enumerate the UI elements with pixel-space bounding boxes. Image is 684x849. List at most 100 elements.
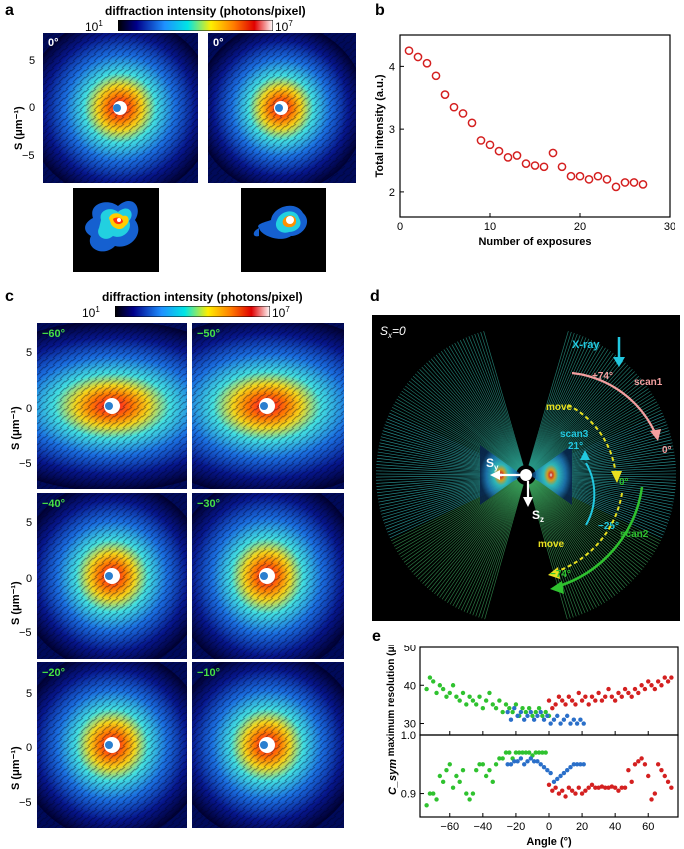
chart-e-bottom-ylabel: C_sym (387, 759, 399, 795)
chart-e-top-scan2-point-22 (497, 698, 502, 703)
chart-e-top-scan1-point-36 (665, 679, 671, 684)
ray-line-209 (430, 358, 520, 468)
chart-b-xtick-0: 0 (397, 221, 403, 233)
chart-e-bottom-scan3-point-11 (541, 765, 547, 770)
chart-e-top-scan1-point-9 (576, 690, 581, 696)
ray-line-202 (532, 364, 629, 468)
chart-e-bottom-scan2-point-19 (487, 767, 492, 773)
chart-e-top-scan2-point-9 (454, 694, 459, 699)
chart-e-top-scan2-point-13 (467, 694, 472, 699)
diffraction-pattern-a1: 0° (43, 33, 198, 183)
chart-e-bottom-xtick-5: 40 (609, 821, 621, 833)
chart-e-bottom-scan2-point-9 (454, 773, 459, 779)
ray-line-56 (533, 481, 641, 573)
chart-e-top-scan2-point-17 (480, 706, 486, 711)
chart-e-top-scan1-point-26 (632, 686, 638, 692)
scan2-label: scan2 (620, 529, 649, 540)
ray-line-52 (533, 481, 637, 578)
ray-line-1 (484, 484, 524, 620)
chart-e-top-scan3-point-18 (564, 713, 570, 719)
chart-e-bottom-scan1-point-32 (652, 791, 658, 796)
ray-line-247 (483, 331, 524, 466)
ray-line-232 (529, 338, 590, 467)
ray-line-34 (531, 482, 616, 596)
xray-arrowhead (613, 357, 625, 367)
chart-e-bottom-scan3-point-1 (508, 762, 514, 767)
ray-line-222 (530, 345, 604, 467)
ray-line-40 (532, 482, 623, 591)
chart-e-top-scan2-point-35 (540, 713, 545, 719)
chart-e-top-scan1-point-21 (616, 690, 621, 696)
ray-line-210 (531, 356, 619, 468)
move-label-2: move (538, 539, 565, 550)
panel-label-a: a (5, 2, 14, 19)
angle-label-c-2: −50° (197, 328, 220, 340)
chart-e-bottom-scan2-point-10 (457, 779, 462, 785)
ray-line-245 (480, 331, 524, 466)
chart-e-bottom-scan1-point-28 (639, 756, 644, 761)
ray-line-32 (531, 482, 613, 598)
ylabel-a: S (μm⁻¹) (13, 106, 25, 150)
ray-line-240 (529, 333, 578, 466)
ray-line-246 (528, 331, 569, 466)
sz-label: Sz (532, 508, 544, 524)
chart-e-bottom-scan3-point-6 (525, 759, 530, 764)
ray-line-64 (533, 480, 649, 563)
diffraction-pattern-c-3: −40° (37, 493, 187, 659)
ray-line-28 (531, 483, 608, 602)
chart-e-top-scan3-point-22 (578, 717, 583, 722)
ytick-a-0: 0 (29, 102, 36, 114)
ray-line-243 (477, 332, 524, 466)
chart-e-bottom-scan1-point-4 (560, 788, 565, 793)
chart-e-bottom-scan2-point-35 (540, 750, 545, 755)
colorbar-a (118, 20, 273, 31)
chart-e-top-scan1-point-8 (573, 702, 578, 707)
panel-label-e: e (372, 628, 381, 645)
chart-e-top-scan2-point-6 (444, 694, 449, 699)
chart-e-top-scan3-point-8 (531, 717, 537, 722)
chart-e-top-scan1-point-35 (662, 675, 667, 680)
chart-e-top-scan3-point-13 (548, 721, 553, 726)
chart-e-top-scan1-point-28 (639, 683, 644, 688)
chart-e-bottom-scan2-point-6 (444, 767, 449, 773)
colorbar-min-a: 101 (85, 19, 103, 34)
chart-e-top-scan2-point-11 (460, 690, 466, 696)
colorbar-title-a: diffraction intensity (photons/pixel) (105, 4, 306, 18)
ray-line-197 (417, 371, 519, 469)
chart-b-point-11 (503, 153, 513, 162)
ray-line-233 (462, 338, 523, 467)
ray-line-42 (532, 482, 626, 589)
chart-e-bottom-scan1-point-0 (546, 782, 552, 787)
ray-line-37 (434, 482, 521, 595)
chart-e-bottom-scan3-point-13 (548, 770, 553, 776)
chart-e-bottom-scan2-point-15 (474, 767, 479, 773)
chart-e-bottom-scan3-point-4 (518, 756, 524, 761)
chart-e-bottom-scan2-point-4 (437, 773, 443, 779)
ray-line-224 (530, 344, 601, 467)
ray-line-7 (475, 484, 523, 617)
chart-e-bottom-scan3-point-19 (568, 765, 573, 770)
chart-b-point-1 (413, 52, 423, 62)
chart-e-bottom-scan1-point-17 (603, 785, 608, 790)
chart-b-point-3 (431, 71, 441, 81)
chart-e-top-scan1-point-11 (583, 694, 588, 699)
ytick-c3-0: 0 (26, 742, 33, 754)
chart-e-top-scan1-point-19 (609, 694, 615, 699)
chart-b-point-14 (530, 161, 540, 170)
chart-b-xtick-2: 20 (574, 221, 586, 233)
ray-line-44 (532, 482, 628, 587)
chart-e-bottom-scan1-point-14 (593, 785, 598, 790)
chart-e-top-scan2-point-20 (490, 702, 495, 707)
ray-line-231 (459, 340, 522, 467)
angle-74m: −74° (550, 569, 571, 580)
ytick-c3-m5: −5 (19, 797, 32, 809)
chart-e-bottom-scan2-point-8 (450, 785, 456, 790)
chart-b-point-9 (485, 140, 495, 150)
ray-line-215 (438, 352, 521, 468)
ray-line-186 (533, 383, 646, 470)
move-label-1: move (546, 402, 573, 413)
chart-e-top-scan3-point-3 (515, 713, 520, 719)
chart-e-top-scan2-point-36 (543, 709, 548, 715)
chart-e-bottom-scan2-point-23 (500, 756, 505, 761)
chart-e-bottom-scan2-point-3 (434, 797, 439, 802)
